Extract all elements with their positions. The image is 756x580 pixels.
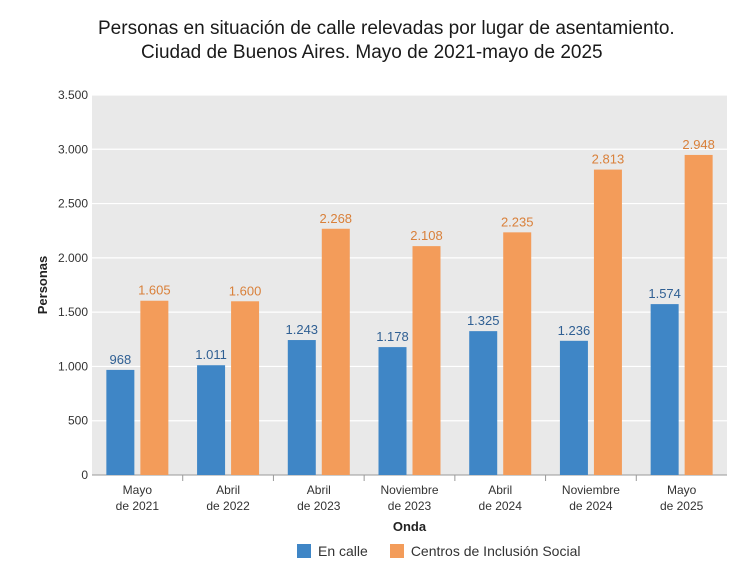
bar-cis bbox=[140, 300, 169, 475]
data-label-en-calle: 1.325 bbox=[467, 313, 500, 328]
data-label-cis: 2.235 bbox=[501, 214, 534, 229]
y-tick-label: 1.500 bbox=[58, 305, 88, 319]
data-label-en-calle: 968 bbox=[110, 352, 132, 367]
x-tick-label-line2: de 2023 bbox=[297, 499, 341, 513]
chart-title-line-2: Ciudad de Buenos Aires. Mayo de 2021-may… bbox=[141, 42, 603, 63]
data-label-en-calle: 1.574 bbox=[648, 286, 681, 301]
x-tick-label-line1: Abril bbox=[307, 483, 331, 497]
y-tick-label: 1.000 bbox=[58, 359, 88, 373]
x-tick-label-line2: de 2023 bbox=[388, 499, 432, 513]
legend-label-cis: Centros de Inclusión Social bbox=[410, 543, 581, 559]
y-tick-label: 2.500 bbox=[58, 197, 88, 211]
legend-label-en-calle: En calle bbox=[318, 543, 368, 559]
x-tick-label-line2: de 2022 bbox=[206, 499, 250, 513]
y-axis-label: Personas bbox=[35, 256, 50, 315]
data-label-cis: 2.108 bbox=[410, 228, 443, 243]
bar-en-calle bbox=[650, 304, 679, 475]
data-label-cis: 2.813 bbox=[592, 152, 625, 167]
bar-en-calle bbox=[106, 369, 135, 475]
x-tick-label-line1: Abril bbox=[216, 483, 240, 497]
legend-item-en-calle: En calle bbox=[297, 543, 368, 559]
bar-chart: 0 500 1.000 1.500 2.000 2.500 3.000 3.500 968 1.6… bbox=[35, 88, 727, 534]
bar-en-calle bbox=[469, 331, 498, 475]
data-label-en-calle: 1.236 bbox=[558, 323, 591, 338]
x-tick-label-line1: Abril bbox=[488, 483, 512, 497]
bar-en-calle bbox=[378, 347, 407, 475]
legend-swatch-cis bbox=[389, 544, 404, 558]
x-tick-label-line1: Noviembre bbox=[380, 483, 438, 497]
y-tick-label: 500 bbox=[68, 414, 88, 428]
bar-cis bbox=[593, 169, 622, 476]
data-label-cis: 1.600 bbox=[229, 283, 262, 298]
bar-en-calle bbox=[559, 340, 588, 475]
bar-cis bbox=[412, 246, 441, 475]
x-tick-label-line2: de 2024 bbox=[479, 499, 523, 513]
data-label-cis: 2.268 bbox=[320, 211, 353, 226]
chart-legend: En calle Centros de Inclusión Social bbox=[297, 543, 602, 559]
bar-en-calle bbox=[287, 340, 316, 475]
bar-en-calle bbox=[197, 365, 226, 475]
data-label-cis: 1.605 bbox=[138, 283, 171, 298]
bar-cis bbox=[321, 228, 350, 475]
chart-title-line-1: Personas en situación de calle relevadas… bbox=[98, 18, 675, 39]
y-tick-label: 3.500 bbox=[58, 88, 88, 102]
data-label-en-calle: 1.243 bbox=[286, 322, 319, 337]
x-tick-label-line1: Noviembre bbox=[562, 483, 620, 497]
x-axis-label: Onda bbox=[393, 519, 427, 534]
plot-area bbox=[92, 95, 727, 475]
data-label-cis: 2.948 bbox=[682, 137, 715, 152]
data-label-en-calle: 1.011 bbox=[195, 347, 227, 362]
bar-cis bbox=[684, 154, 713, 475]
bar-cis bbox=[231, 301, 260, 475]
y-tick-label: 2.000 bbox=[58, 251, 88, 265]
x-tick-label-line2: de 2021 bbox=[116, 499, 160, 513]
legend-swatch-en-calle bbox=[297, 544, 311, 558]
data-label-en-calle: 1.178 bbox=[376, 329, 409, 344]
x-tick-label-line2: de 2025 bbox=[660, 499, 704, 513]
x-tick-label-line1: Mayo bbox=[667, 483, 697, 497]
y-tick-label: 3.000 bbox=[58, 142, 88, 156]
legend-item-cis: Centros de Inclusión Social bbox=[389, 543, 581, 559]
x-tick-label-line1: Mayo bbox=[123, 483, 153, 497]
bar-cis bbox=[503, 232, 532, 475]
x-tick-label-line2: de 2024 bbox=[569, 499, 613, 513]
y-tick-label: 0 bbox=[81, 468, 88, 482]
